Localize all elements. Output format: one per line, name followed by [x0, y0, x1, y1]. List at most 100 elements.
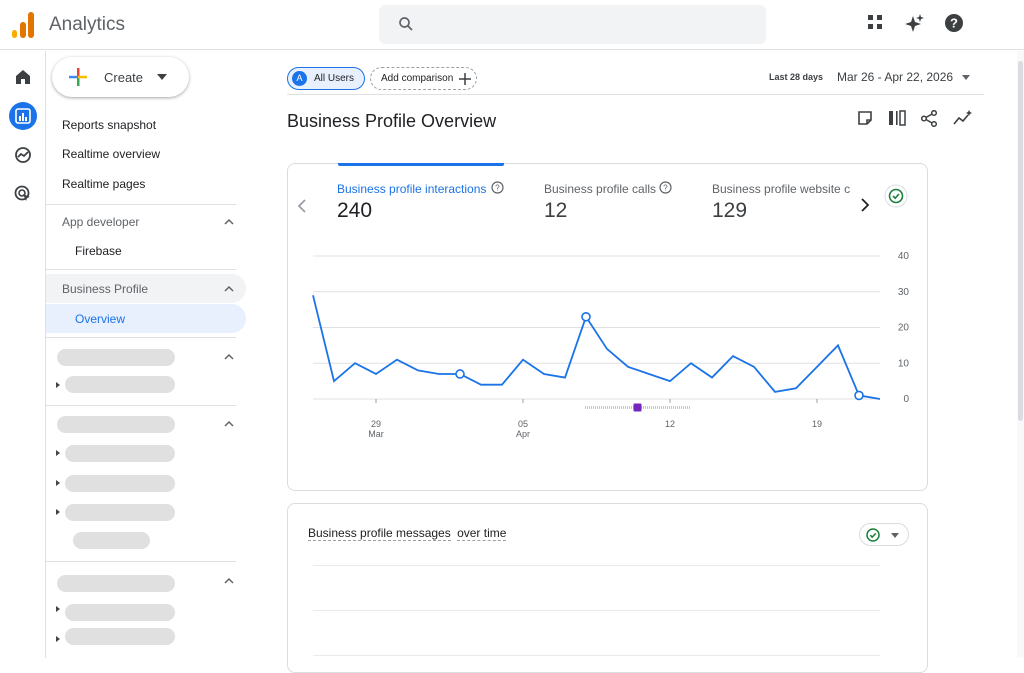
expand-arrow-icon[interactable] — [56, 606, 60, 612]
metric-value: 129 — [712, 199, 748, 222]
loading-placeholder — [65, 604, 175, 621]
scrollbar-thumb[interactable] — [1018, 61, 1023, 421]
page-title: Business Profile Overview — [287, 111, 497, 131]
chevron-down-icon — [157, 74, 167, 80]
segment-chip-all-users[interactable]: A All Users — [287, 67, 365, 90]
metric-label: Business profile interactions — [337, 182, 487, 196]
metric-tab-website[interactable]: Business profile website c 129 — [712, 164, 852, 234]
check-circle-icon — [866, 528, 880, 542]
y-tick-label: 40 — [898, 251, 910, 262]
svg-text:?: ? — [495, 184, 500, 193]
insights-icon[interactable] — [953, 109, 973, 127]
chevron-up-icon[interactable] — [224, 419, 234, 429]
data-point-marker[interactable] — [854, 390, 864, 401]
sidebar-divider — [46, 269, 236, 270]
sidebar-item-firebase[interactable]: Firebase — [75, 244, 122, 258]
x-tick-label: 12 — [665, 419, 675, 429]
chevron-up-icon[interactable] — [224, 217, 234, 227]
loading-placeholder — [65, 376, 175, 393]
loading-placeholder — [57, 416, 175, 433]
edit-report-icon[interactable] — [857, 110, 873, 126]
x-tick-sublabel: Mar — [368, 429, 384, 439]
top-bar: Analytics ? — [0, 0, 1024, 50]
help-icon[interactable]: ? — [944, 13, 964, 33]
svg-text:?: ? — [663, 184, 668, 193]
reports-icon — [15, 108, 31, 124]
home-button[interactable] — [9, 63, 37, 91]
chevron-up-icon[interactable] — [224, 352, 234, 362]
plus-icon — [69, 68, 87, 86]
add-comparison-button[interactable]: Add comparison — [370, 67, 477, 90]
loading-placeholder — [73, 532, 150, 549]
sidebar-item-overview[interactable]: Overview — [75, 312, 126, 326]
loading-placeholder — [65, 628, 175, 645]
card-title-metric[interactable]: Business profile messages — [308, 526, 451, 541]
y-tick-label: 10 — [898, 358, 910, 369]
data-point-marker[interactable] — [455, 369, 465, 379]
filter-divider — [287, 94, 984, 95]
advertising-icon — [14, 185, 30, 201]
gridline — [313, 610, 880, 611]
series-line — [312, 295, 881, 400]
y-tick-label: 0 — [903, 394, 909, 405]
chevron-right-icon[interactable] — [860, 198, 870, 212]
loading-placeholder — [57, 575, 175, 592]
sidebar-section-business-profile[interactable]: Business Profile — [62, 282, 149, 296]
data-point-marker[interactable] — [581, 311, 591, 322]
date-range-picker[interactable]: Mar 26 - Apr 22, 2026 — [837, 70, 954, 84]
search-icon — [399, 17, 413, 31]
help-circle-icon[interactable]: ? — [659, 181, 672, 194]
chevron-up-icon[interactable] — [224, 284, 234, 294]
expand-arrow-icon[interactable] — [56, 382, 60, 388]
sidebar-item-realtime-pages[interactable]: Realtime pages — [62, 177, 146, 191]
share-icon[interactable] — [921, 110, 938, 127]
data-quality-dropdown[interactable] — [859, 523, 909, 546]
expand-arrow-icon[interactable] — [56, 509, 60, 515]
segment-label: All Users — [314, 73, 355, 84]
expand-arrow-icon[interactable] — [56, 450, 60, 456]
sparkle-icon[interactable] — [905, 13, 925, 33]
gridline — [313, 565, 880, 566]
loading-placeholder — [57, 349, 175, 366]
create-button[interactable]: Create — [52, 57, 189, 97]
page-scrollbar[interactable] — [1017, 51, 1024, 658]
metrics-chart-card: Business profile interactions ? 240 Busi… — [287, 163, 928, 491]
sidebar-item-realtime-overview[interactable]: Realtime overview — [62, 147, 161, 161]
compare-icon[interactable] — [888, 110, 906, 126]
home-icon — [16, 70, 30, 84]
search-input[interactable] — [379, 5, 766, 44]
data-quality-check-icon[interactable] — [884, 184, 908, 208]
chevron-up-icon[interactable] — [224, 576, 234, 586]
help-circle-icon[interactable]: ? — [491, 181, 504, 194]
active-tab-indicator — [338, 163, 504, 166]
metric-label: Business profile website c — [712, 182, 851, 196]
messages-chart-card: Business profile messages over time — [287, 503, 928, 673]
chevron-down-icon[interactable] — [962, 75, 970, 80]
reports-sidebar: Create Reports snapshot Realtime overvie… — [46, 51, 266, 658]
left-nav-rail — [0, 51, 46, 658]
metric-value: 240 — [337, 199, 373, 222]
chevron-left-icon[interactable] — [297, 199, 307, 213]
metric-label: Business profile calls — [544, 182, 657, 196]
expand-arrow-icon[interactable] — [56, 636, 60, 642]
sidebar-section-app-developer[interactable]: App developer — [62, 215, 140, 229]
create-label: Create — [104, 70, 144, 85]
date-range-label: Last 28 days — [769, 72, 824, 82]
sidebar-item-selected-bg — [46, 304, 246, 333]
card-title-dimension[interactable]: over time — [457, 526, 507, 541]
plus-icon — [459, 73, 471, 85]
y-tick-label: 20 — [898, 323, 910, 334]
explore-button[interactable] — [9, 141, 37, 169]
sidebar-divider — [46, 337, 236, 338]
card-title: Business profile messages over time — [308, 526, 507, 541]
advertising-button[interactable] — [9, 180, 37, 208]
anomaly-range-indicator — [585, 403, 690, 412]
expand-arrow-icon[interactable] — [56, 480, 60, 486]
sidebar-divider — [46, 561, 236, 562]
analytics-logo-icon — [12, 12, 34, 38]
reports-button[interactable] — [9, 102, 37, 130]
apps-grid-icon[interactable] — [866, 13, 884, 31]
x-tick-sublabel: Apr — [516, 429, 530, 439]
sidebar-item-reports-snapshot[interactable]: Reports snapshot — [62, 118, 157, 132]
